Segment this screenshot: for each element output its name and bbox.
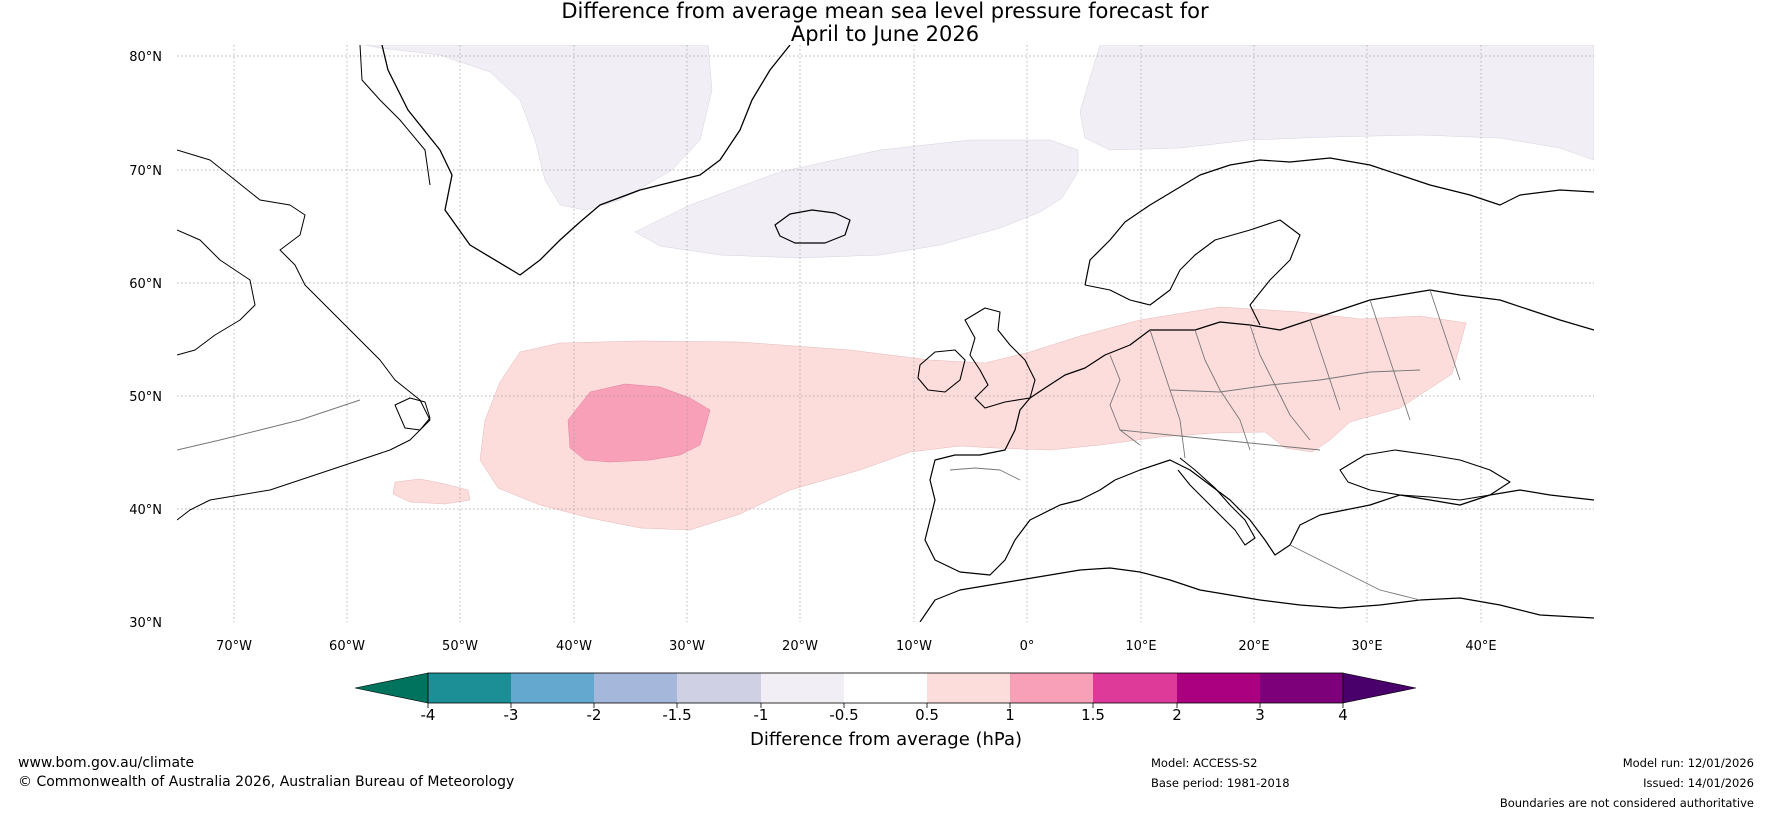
coast-hudson-bay [177,229,256,356]
anomaly-fields [364,45,1594,531]
coast-continental-europe [1029,289,1594,399]
colorbar-bin [1260,673,1343,703]
lat-label: 40°N [129,503,162,518]
anomaly-region-core-positive [567,383,711,463]
issued-date: Issued: 14/01/2026 [1643,776,1754,790]
colorbar-tick-label: 1.5 [1081,706,1105,724]
anomaly-region-barents-negative [1079,45,1594,161]
base-period: Base period: 1981-2018 [1151,776,1290,790]
lon-label: 20°E [1238,639,1269,654]
lat-label: 80°N [129,50,162,65]
colorbar-tick-label: 3 [1255,706,1265,724]
colorbar-bin [428,673,511,703]
coastlines [177,45,1594,622]
country-borders [949,289,1461,601]
coast-newfoundland [394,397,431,431]
coast-iberia-france [924,397,1116,576]
colorbar-bin [1177,673,1260,703]
anomaly-region-atlantic-europe-positive [479,306,1467,531]
lon-label: 60°W [329,639,365,654]
colorbar-bin [927,673,1010,703]
colorbar-tick-label: -1.5 [662,706,691,724]
colorbar-tick-label: -1 [754,706,769,724]
colorbar-min-arrow [354,672,429,704]
anomaly-region-small-positive [392,478,471,505]
anomaly-region-iceland-negative [634,139,1079,259]
lat-label: 50°N [129,390,162,405]
colorbar-ticks [427,703,1344,708]
lon-label: 30°E [1351,639,1382,654]
copyright-notice: © Commonwealth of Australia 2026, Austra… [18,774,515,790]
source-url: www.bom.gov.au/climate [18,755,195,771]
lon-label: 10°W [896,639,932,654]
colorbar-title: Difference from average (hPa) [750,729,1022,750]
lat-label: 60°N [129,277,162,292]
colorbar: -4 -3 -2 -1.5 -1 -0.5 0.5 1 1.5 2 3 4 Di… [354,672,1417,750]
lat-label: 30°N [129,616,162,631]
colorbar-bin [511,673,594,703]
longitude-labels: 70°W 60°W 50°W 40°W 30°W 20°W 10°W 0° 10… [216,639,1497,654]
coast-iceland [774,209,851,244]
model-name: Model: ACCESS-S2 [1151,756,1258,770]
coast-britain [964,307,1036,409]
lon-label: 70°W [216,639,252,654]
graticule [177,45,1594,622]
title-line-2: April to June 2026 [790,22,980,46]
lon-label: 20°W [782,639,818,654]
lon-label: 30°W [669,639,705,654]
coast-scandinavia [1084,157,1594,286]
lon-label: 40°E [1465,639,1496,654]
boundary-disclaimer: Boundaries are not considered authoritat… [1499,796,1754,810]
coast-baffin-labrador [177,149,431,521]
colorbar-bin [761,673,844,703]
coast-ireland [917,349,966,393]
lon-label: 40°W [556,639,592,654]
colorbar-bin [594,673,677,703]
lon-label: 50°W [442,639,478,654]
colorbar-tick-label: 1 [1005,706,1015,724]
lat-label: 70°N [129,164,162,179]
latitude-labels: 80°N 70°N 60°N 50°N 40°N 30°N [129,50,162,631]
colorbar-bin [1010,673,1093,703]
lon-label: 10°E [1125,639,1156,654]
colorbar-tick-label: -2 [587,706,602,724]
colorbar-bin [1093,673,1177,703]
colorbar-tick-label: 0.5 [915,706,939,724]
colorbar-bin [844,673,927,703]
coast-north-africa [919,567,1594,622]
colorbar-tick-label: 4 [1338,706,1348,724]
colorbar-max-arrow [1342,672,1417,704]
coast-greenland-west [359,45,431,186]
colorbar-tick-label: -0.5 [829,706,858,724]
colorbar-tick-label: -4 [421,706,436,724]
colorbar-tick-label: -3 [504,706,519,724]
colorbar-tick-labels: -4 -3 -2 -1.5 -1 -0.5 0.5 1 1.5 2 3 4 [421,706,1348,724]
colorbar-tick-label: 2 [1172,706,1182,724]
anomaly-region-arctic-negative [364,45,713,211]
coast-mediterranean-north [1114,459,1594,556]
coast-norway-south [1084,219,1301,326]
colorbar-bin [677,673,761,703]
lon-label: 0° [1020,639,1035,654]
coast-italy [1177,457,1256,546]
coast-greenland [381,45,791,276]
coast-st-lawrence [177,399,361,451]
model-run-date: Model run: 12/01/2026 [1622,756,1754,770]
map-title: Difference from average mean sea level p… [0,0,1770,46]
colorbar-outline [427,672,1344,704]
coast-black-sea [1339,449,1511,501]
title-line-1: Difference from average mean sea level p… [561,0,1209,23]
